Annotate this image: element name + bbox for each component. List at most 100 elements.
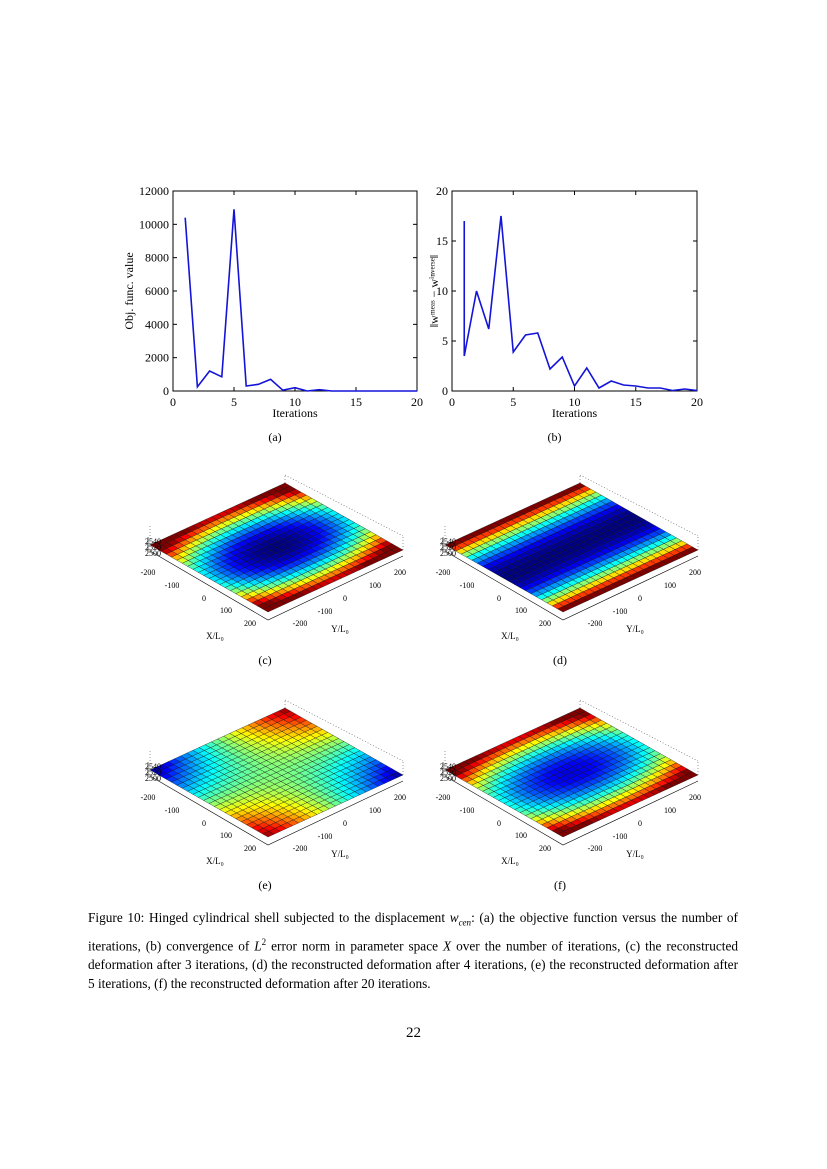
subfigure-label: (b) (548, 430, 562, 444)
x-tick-label: 5 (231, 395, 237, 409)
x-tick-label: 0 (170, 395, 176, 409)
y-tick-label: 0 (442, 384, 448, 398)
x-tick-label: 200 (539, 844, 551, 853)
z-tick-label: 2540 (440, 537, 456, 546)
y-tick-label: 10000 (139, 217, 169, 231)
subfigure-label: (f) (554, 878, 566, 892)
y-tick-label: 4000 (145, 317, 169, 331)
y-tick-label: 0 (638, 594, 642, 603)
y-tick-label: 10 (436, 284, 448, 298)
y-axis-label: Y/L₀ (331, 849, 349, 859)
axis-box (444, 474, 699, 550)
y-tick-label: 15 (436, 234, 448, 248)
x-tick-label: 20 (691, 395, 703, 409)
x-tick-label: -200 (141, 568, 156, 577)
data-line (463, 215, 698, 392)
y-tick-label: 8000 (145, 251, 169, 265)
caption-text: error norm in parameter space (266, 938, 443, 954)
caption-math: X (443, 938, 452, 954)
data-line (184, 209, 417, 392)
y-tick-label: -100 (613, 607, 628, 616)
axis-line (444, 775, 699, 846)
surface-cell (391, 546, 404, 554)
y-tick-label: 6000 (145, 284, 169, 298)
z-tick-label: 2540 (145, 762, 161, 771)
surface-cell (391, 771, 404, 779)
x-tick-label: 0 (497, 819, 501, 828)
surface-cell (686, 771, 699, 779)
y-axis-label: Y/L₀ (626, 624, 644, 634)
x-axis-label: X/L₀ (206, 856, 224, 866)
x-tick-label: -100 (460, 806, 475, 815)
y-tick-label: -100 (613, 832, 628, 841)
axis-line (149, 775, 404, 846)
z-tick-label: 2520 (440, 543, 456, 552)
y-tick-label: 0 (638, 819, 642, 828)
caption-math: L (254, 938, 262, 954)
y-axis-label: Obj. func. value (122, 252, 136, 329)
x-tick-label: -100 (460, 581, 475, 590)
caption-text: Figure 10: Hinged cylindrical shell subj… (88, 910, 450, 925)
y-tick-label: 5 (442, 334, 448, 348)
x-tick-label: 5 (510, 395, 516, 409)
y-tick-label: 100 (369, 806, 381, 815)
x-tick-label: 15 (630, 395, 642, 409)
z-tick-label: 2500 (440, 549, 456, 558)
x-tick-label: 20 (411, 395, 423, 409)
caption-text: over the number of iterations, (c) the r… (88, 938, 738, 992)
z-tick-label: 2500 (145, 774, 161, 783)
y-tick-label: 200 (394, 793, 406, 802)
z-tick-label: 2520 (145, 543, 161, 552)
x-tick-label: -200 (436, 793, 451, 802)
y-tick-label: 2000 (145, 351, 169, 365)
x-tick-label: 100 (515, 831, 527, 840)
y-tick-label: 200 (394, 568, 406, 577)
x-tick-label: -100 (165, 806, 180, 815)
axis-line (149, 550, 404, 621)
y-tick-label: 200 (689, 568, 701, 577)
y-tick-label: 0 (343, 819, 347, 828)
x-tick-label: 100 (220, 831, 232, 840)
y-tick-label: 0 (343, 594, 347, 603)
caption-text: : (a) the objective function versus the … (88, 910, 738, 954)
axes-box (451, 190, 698, 392)
x-axis-label: X/L₀ (501, 856, 519, 866)
x-tick-label: 200 (244, 619, 256, 628)
subfigure-label: (a) (268, 430, 281, 444)
axes-box (172, 190, 418, 392)
z-tick-label: 2500 (145, 549, 161, 558)
axis-line (444, 550, 699, 621)
caption: Figure 10: Hinged cylindrical shell subj… (88, 908, 738, 993)
x-axis-label: Iterations (552, 406, 598, 420)
axis-box (149, 699, 404, 775)
x-tick-label: -200 (436, 568, 451, 577)
subfigure-label: (d) (553, 653, 567, 667)
y-tick-label: -200 (293, 619, 308, 628)
x-tick-label: 15 (350, 395, 362, 409)
y-axis-label: Y/L₀ (626, 849, 644, 859)
caption-math: w (449, 910, 459, 925)
x-tick-label: 100 (220, 606, 232, 615)
x-tick-label: 200 (539, 619, 551, 628)
axis-box (149, 474, 404, 550)
z-tick-label: 2540 (145, 537, 161, 546)
subfigure-label: (c) (258, 653, 271, 667)
x-tick-label: 0 (497, 594, 501, 603)
figure: 0 5 10 15 20020004000600080001000012000Itera… (122, 184, 703, 892)
y-tick-label: -200 (588, 844, 603, 853)
x-axis-label: Iterations (272, 406, 318, 420)
x-axis-label: X/L₀ (206, 631, 224, 641)
y-tick-label: -200 (293, 844, 308, 853)
y-tick-label: 12000 (139, 184, 169, 198)
y-tick-label: -100 (318, 607, 333, 616)
x-tick-label: -100 (165, 581, 180, 590)
axis-box (444, 699, 699, 775)
y-tick-label: -200 (588, 619, 603, 628)
x-tick-label: 200 (244, 844, 256, 853)
y-axis-label: ‖wᵐᵉᵃˢ − wⁱⁿᵛᵉʳˢᵉ‖ (427, 255, 441, 327)
y-tick-label: -100 (318, 832, 333, 841)
y-tick-label: 200 (689, 793, 701, 802)
